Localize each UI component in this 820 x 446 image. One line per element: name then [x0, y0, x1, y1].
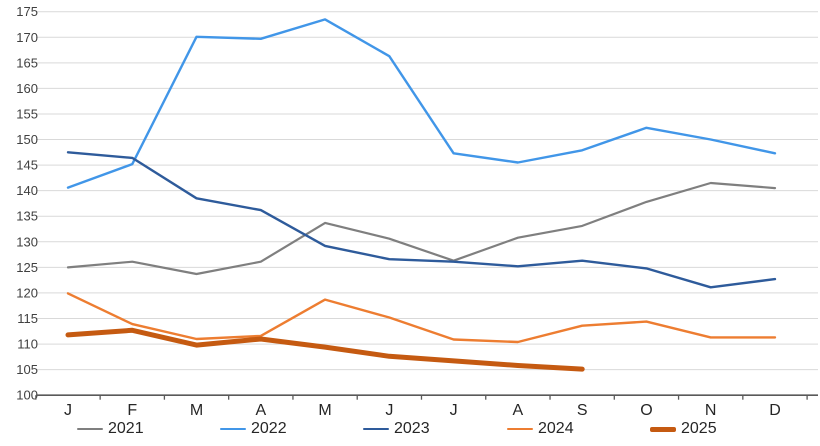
y-axis-tick-label: 140	[16, 183, 38, 198]
x-axis-month-label: J	[450, 402, 458, 419]
y-axis-tick-label: 160	[16, 81, 38, 96]
x-axis-month-label: D	[769, 402, 781, 419]
legend-swatch-2025	[650, 426, 676, 432]
y-axis-tick-label: 170	[16, 30, 38, 45]
x-axis-month-label: M	[318, 402, 331, 419]
y-axis-tick-label: 130	[16, 234, 38, 249]
y-axis-tick-label: 150	[16, 132, 38, 147]
legend-label-2024: 2024	[538, 420, 574, 437]
legend-swatch-2024	[507, 427, 533, 431]
legend-label-2022: 2022	[251, 420, 287, 437]
series-line-2023	[66, 151, 777, 289]
legend-swatch-2021	[77, 427, 103, 431]
legend-item-2024: 2024	[507, 417, 574, 441]
legend-swatch-2022	[220, 427, 246, 431]
x-axis-month-label: F	[127, 402, 137, 419]
x-axis-month-label: O	[640, 402, 652, 419]
y-axis-tick-label: 135	[16, 209, 38, 224]
series-line-2024	[66, 292, 777, 344]
y-axis-tick-label: 125	[16, 260, 38, 275]
legend-label-2021: 2021	[108, 420, 144, 437]
legend-label-2023: 2023	[394, 420, 430, 437]
chart-legend: 2021 2022 2023 2024 2025	[0, 417, 820, 443]
legend-item-2022: 2022	[220, 417, 287, 441]
x-axis-month-label: J	[64, 402, 72, 419]
series-line-2022	[66, 18, 777, 189]
legend-label-2025: 2025	[681, 420, 717, 437]
legend-item-2021: 2021	[77, 417, 144, 441]
x-axis-month-label: A	[513, 402, 524, 419]
y-axis-tick-label: 100	[16, 388, 38, 403]
legend-item-2025: 2025	[650, 417, 717, 441]
x-axis-month-label: N	[705, 402, 717, 419]
y-axis-tick-label: 115	[17, 311, 38, 326]
y-axis-tick-label: 120	[16, 285, 38, 300]
x-axis-month-label: S	[577, 402, 588, 419]
series-line-2021	[66, 181, 777, 276]
y-axis-tick-label: 110	[17, 337, 38, 352]
y-axis-tick-label: 145	[16, 158, 38, 173]
legend-item-2023: 2023	[363, 417, 430, 441]
y-axis-tick-label: 105	[16, 362, 38, 377]
x-axis-month-label: M	[190, 402, 203, 419]
x-axis-month-label: J	[385, 402, 393, 419]
x-axis-month-label: A	[255, 402, 266, 419]
series-line-2025	[65, 327, 585, 372]
y-axis-tick-label: 175	[16, 4, 38, 19]
y-axis-tick-label: 165	[16, 55, 38, 70]
y-axis-tick-label: 155	[16, 106, 38, 121]
legend-swatch-2023	[363, 427, 389, 431]
